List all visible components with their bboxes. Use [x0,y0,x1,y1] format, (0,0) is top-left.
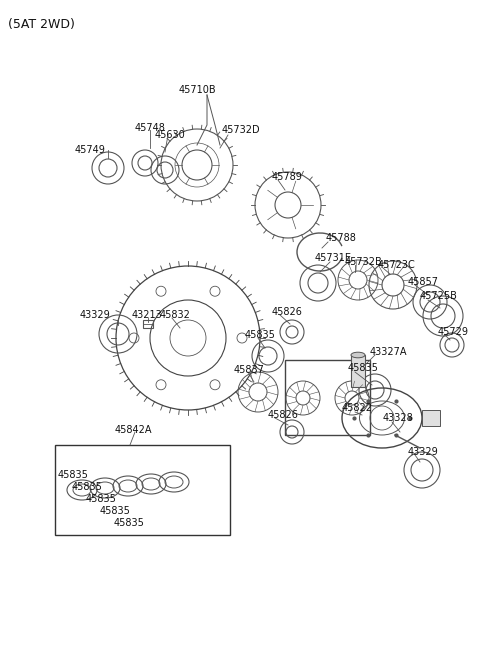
Text: 43329: 43329 [80,310,111,320]
Text: 45788: 45788 [326,233,357,243]
Text: 45842A: 45842A [115,425,153,435]
Bar [143,320,153,328]
Text: 45749: 45749 [75,145,106,155]
Ellipse shape [351,352,365,358]
Text: 43329: 43329 [408,447,439,457]
Text: 43327A: 43327A [370,347,408,357]
Text: 45725B: 45725B [420,291,458,301]
Text: 43213: 43213 [132,310,163,320]
Text: 45835: 45835 [114,518,145,528]
Text: 45731E: 45731E [315,253,352,263]
Text: 45835: 45835 [100,506,131,516]
Text: 45723C: 45723C [378,260,416,270]
Bar [351,355,365,387]
Text: 45822: 45822 [342,403,373,413]
Text: 45630: 45630 [155,130,186,140]
Text: 45835: 45835 [72,482,103,492]
Text: 45710B: 45710B [178,85,216,95]
Text: 45835: 45835 [245,330,276,340]
Text: 45789: 45789 [272,172,303,182]
Text: 45837: 45837 [234,365,265,375]
Text: 45826: 45826 [272,307,303,317]
Bar [55,445,230,535]
Text: (5AT 2WD): (5AT 2WD) [8,18,75,31]
Text: 45835: 45835 [86,494,117,504]
Text: 45857: 45857 [408,277,439,287]
Text: 45835: 45835 [58,470,89,480]
Text: 43328: 43328 [383,413,414,423]
Text: 45748: 45748 [135,123,166,133]
Text: 45826: 45826 [268,410,299,420]
Text: 45832: 45832 [160,310,191,320]
Text: 45835: 45835 [348,363,379,373]
Text: 45729: 45729 [438,327,469,337]
Text: 45732B: 45732B [345,257,383,267]
Text: 45732D: 45732D [222,125,261,135]
Bar [422,410,440,426]
